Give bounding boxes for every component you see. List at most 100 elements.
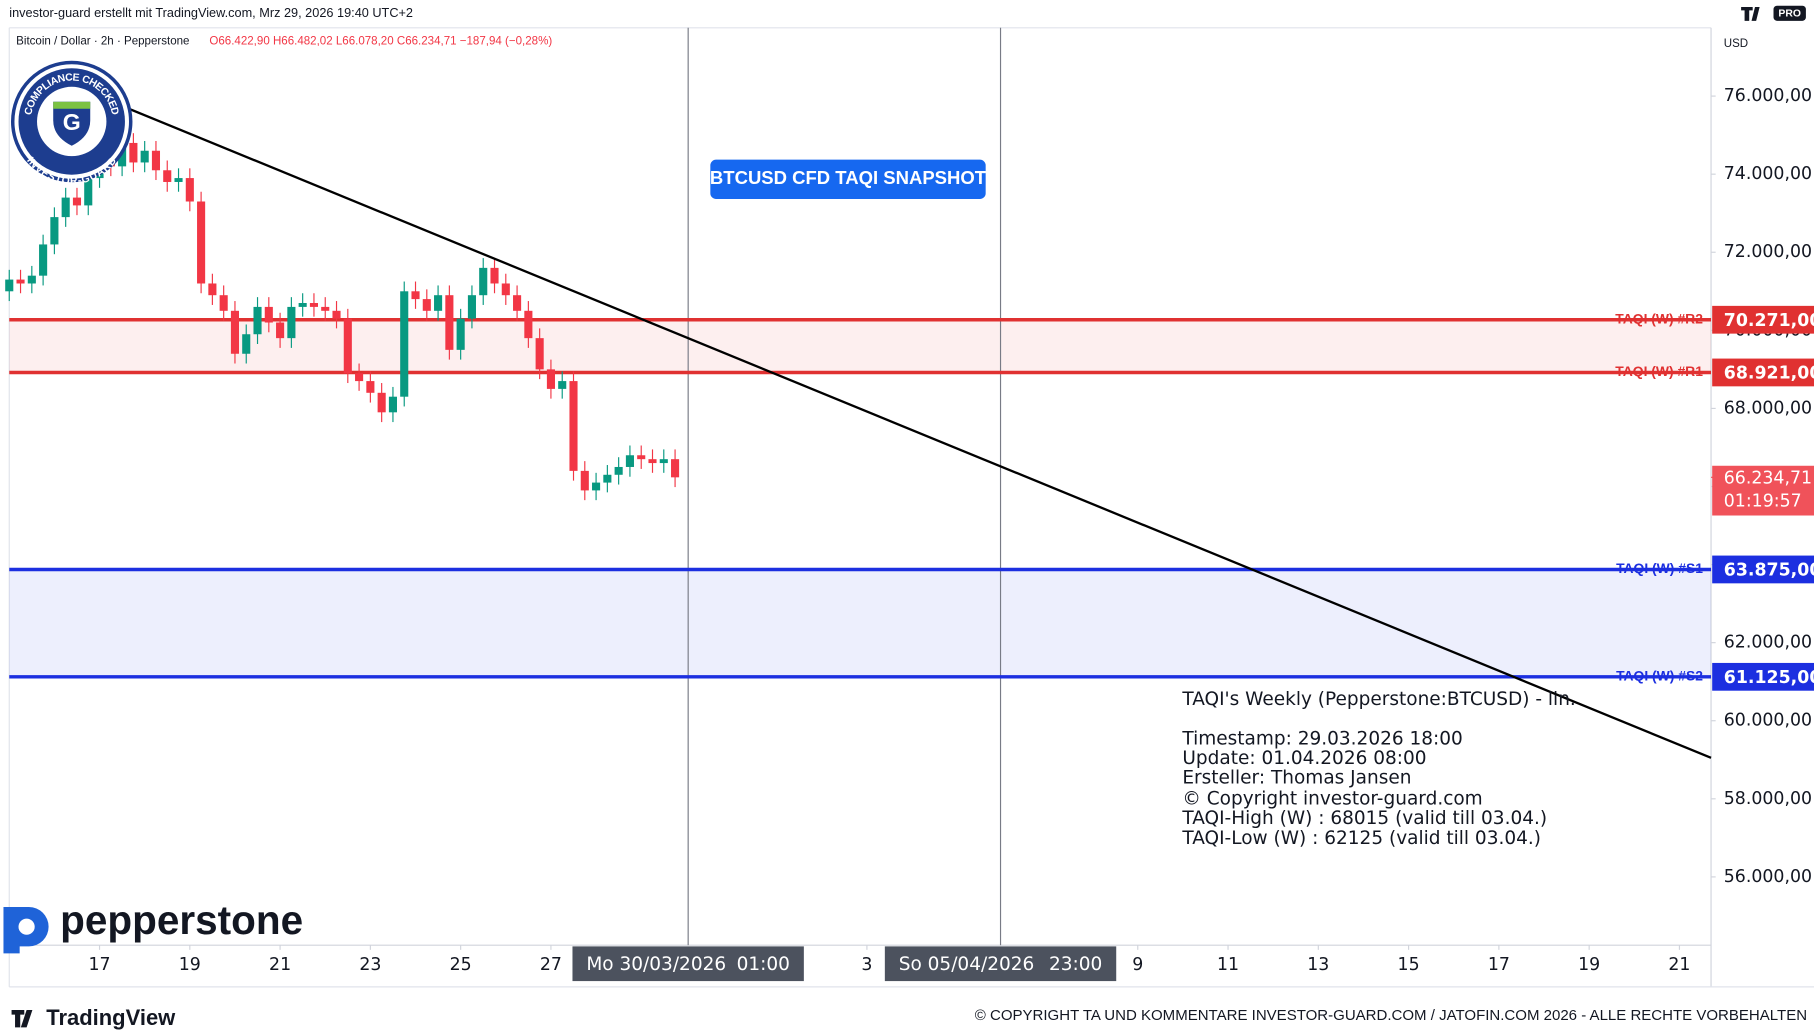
candle-body <box>163 170 172 182</box>
pro-badge <box>1773 5 1806 21</box>
level-price: 70.271,00 <box>1724 311 1814 331</box>
level-price: 63.875,00 <box>1724 561 1814 581</box>
candle-body <box>343 318 352 374</box>
tradingview-logo: TradingView <box>11 1005 176 1030</box>
y-tick-label: 62.000,00 <box>1724 633 1812 653</box>
trendline <box>126 106 1712 759</box>
candle-body <box>513 295 522 311</box>
candle-body <box>185 178 194 202</box>
chart-title: BTCUSD CFD TAQI SNAPSHOT <box>710 167 987 188</box>
x-tick-label: 23 <box>359 955 381 975</box>
candle-body <box>377 392 386 413</box>
pepperstone-logo: pepperstone <box>3 897 303 954</box>
candle-body <box>366 381 375 393</box>
info-line: TAQI-High (W) : 68015 (valid till 03.04.… <box>1181 808 1547 829</box>
candle-body <box>535 338 544 370</box>
candle-body <box>648 459 657 464</box>
candle-body <box>16 279 25 284</box>
time-label: 01:00 <box>737 954 790 975</box>
candle-body <box>5 279 14 292</box>
y-tick-label: 58.000,00 <box>1724 789 1812 809</box>
compliance-logo: COMPLIANCE CHECKED INVESTOR-GUARD G <box>10 60 133 188</box>
info-line: Ersteller: Thomas Jansen <box>1182 768 1411 789</box>
candle-body <box>592 482 601 491</box>
candle-body <box>637 455 646 460</box>
y-tick-label: 72.000,00 <box>1724 242 1812 262</box>
candle-body <box>355 373 364 382</box>
plot-area <box>5 27 1712 946</box>
candle-body <box>456 318 465 350</box>
candle-body <box>253 306 262 335</box>
x-tick-label: 13 <box>1307 955 1329 975</box>
x-tick-label: 17 <box>1488 955 1510 975</box>
x-tick-label: 21 <box>269 955 291 975</box>
candle-body <box>230 310 240 354</box>
candle-body <box>445 295 454 350</box>
x-tick-label: 25 <box>450 955 472 975</box>
tradingview-icon <box>11 1010 33 1028</box>
x-tick-label: 21 <box>1668 955 1690 975</box>
y-tick-label: 60.000,00 <box>1724 711 1812 731</box>
y-tick-label: 74.000,00 <box>1724 164 1812 184</box>
copyright: © COPYRIGHT TA UND KOMMENTARE INVESTOR-G… <box>975 1007 1807 1024</box>
logo-shield-letter: G <box>63 109 81 135</box>
candle-body <box>298 303 307 307</box>
date-label-bg <box>884 946 1117 982</box>
level-price: 61.125,00 <box>1724 668 1814 688</box>
candle-body <box>321 306 330 311</box>
snapshot-bg <box>710 159 986 199</box>
candle-body <box>411 291 420 300</box>
info-line: TAQI-Low (W) : 62125 (valid till 03.04.) <box>1181 828 1541 849</box>
y-tick-label: 76.000,00 <box>1724 86 1812 106</box>
level-label: TAQI (W) #S2 <box>1616 667 1703 683</box>
date-label-bg <box>572 946 804 982</box>
pepperstone-text: pepperstone <box>60 897 303 943</box>
candle-body <box>332 310 341 319</box>
snapshot-button: BTCUSD CFD TAQI SNAPSHOT <box>710 159 987 199</box>
candle-body <box>140 150 149 163</box>
candle-body <box>400 291 409 397</box>
candle-body <box>219 295 228 311</box>
candle-body <box>659 459 668 464</box>
candle-body <box>501 283 510 296</box>
candle-body <box>129 142 138 163</box>
symbol-info: Bitcoin / Dollar · 2h · Pepperstone <box>16 36 189 48</box>
candle-body <box>625 455 634 467</box>
currency: USD <box>1724 38 1748 50</box>
candle-body <box>580 470 589 491</box>
candle-body <box>524 310 533 339</box>
x-tick-label: 19 <box>1578 955 1600 975</box>
credit: investor-guard erstellt mit TradingView.… <box>9 5 413 20</box>
level-label: TAQI (W) #R1 <box>1615 363 1703 379</box>
candle-body <box>84 178 93 206</box>
candle-body <box>569 381 578 471</box>
candle-body <box>174 178 183 182</box>
logo-shield <box>53 101 91 146</box>
candle-body <box>479 267 488 296</box>
x-tick-label: 19 <box>179 955 201 975</box>
candle-body <box>309 303 318 307</box>
candle-body <box>276 322 285 339</box>
x-tick-label: 9 <box>1132 955 1143 975</box>
y-tick-label: 56.000,00 <box>1724 867 1812 887</box>
level-band <box>9 569 1712 677</box>
candle-body <box>242 334 251 354</box>
x-tick-label: 15 <box>1398 955 1420 975</box>
pro-text: PRO <box>1778 9 1801 20</box>
last-price: 66.234,71 <box>1724 468 1812 488</box>
logo-shield-top <box>53 101 91 109</box>
candle-body <box>546 369 555 389</box>
time-label: 23:00 <box>1049 954 1102 975</box>
candle-body <box>287 306 296 339</box>
info-line: Update: 01.04.2026 08:00 <box>1182 748 1426 769</box>
level-price-bg <box>1712 555 1814 584</box>
candle-body <box>671 459 680 478</box>
candle-body <box>50 217 59 245</box>
tradingview-text: TradingView <box>46 1005 176 1030</box>
candle-body <box>61 197 70 218</box>
candle-body <box>264 306 273 323</box>
candle-body <box>197 201 206 284</box>
level-price: 68.921,00 <box>1724 364 1814 384</box>
candle-body <box>490 267 499 284</box>
